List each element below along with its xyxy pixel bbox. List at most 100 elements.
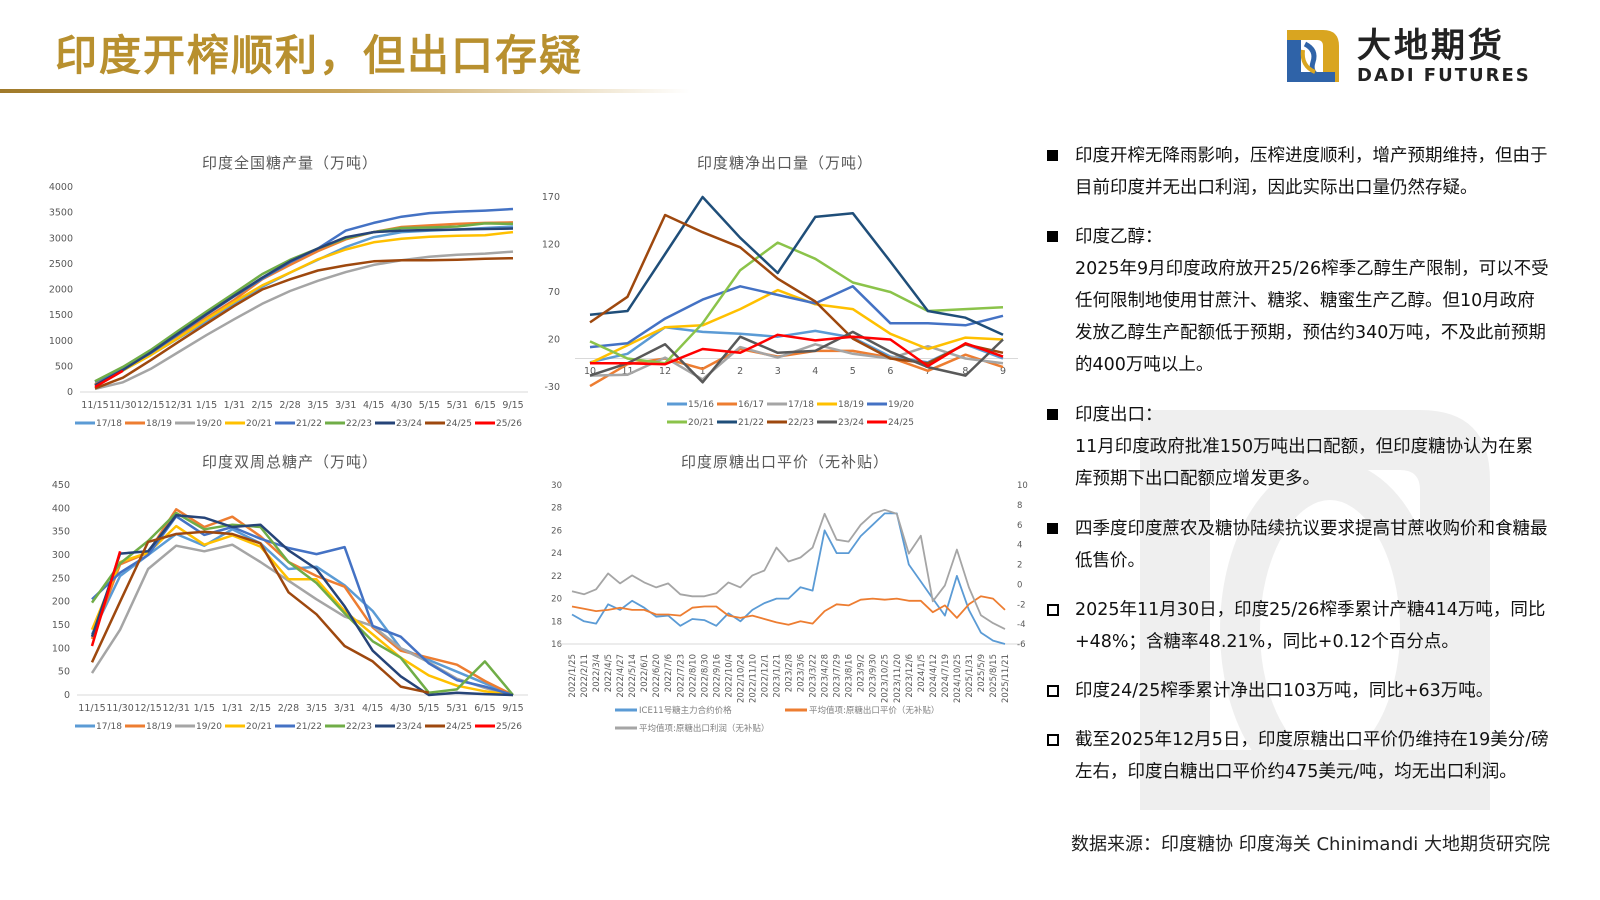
legend-label: 23/24: [838, 418, 864, 428]
x-tick-label: 11/15: [78, 703, 105, 714]
series-line-17-18: [90, 528, 514, 697]
hollow-square-bullet-icon: [1047, 685, 1059, 697]
bullet-heading: 印度乙醇：: [1075, 227, 1163, 247]
x-tick-label: 3/15: [306, 703, 327, 714]
filled-square-bullet-icon: [1047, 523, 1058, 534]
x-tick-label: 1: [700, 366, 706, 377]
x-tick-label: 3/15: [307, 400, 328, 411]
x-tick-label: 11/30: [106, 703, 133, 714]
x-tick-label: 4/30: [390, 703, 411, 714]
x-tick-label: 3/31: [335, 400, 356, 411]
watermark-logo-icon: [1140, 410, 1490, 810]
x-tick-label: 2: [737, 366, 743, 377]
series-line-23-24: [94, 227, 514, 387]
y2-tick-label: -2: [1017, 600, 1025, 610]
legend-label: 20/21: [246, 722, 272, 732]
series-line-18-19: [94, 221, 514, 386]
hollow-square-bullet-icon: [1047, 604, 1059, 616]
x-tick-label: 2024/4/12: [929, 654, 939, 698]
series-line-22-23: [90, 511, 514, 696]
x-tick-label: 2023/9/30: [869, 654, 879, 698]
x-tick-label: 2022/7/6: [664, 654, 674, 692]
data-source-note: 数据来源：印度糖协 印度海关 Chinimandi 大地期货研究院: [1071, 834, 1550, 855]
y-tick-label: 450: [52, 480, 70, 491]
y-tick-label: 28: [551, 504, 562, 514]
y-tick-label: 120: [542, 240, 560, 251]
legend-label: 23/24: [396, 722, 422, 732]
bullet-text: 2025年9月印度政府放开25/26榨季乙醇生产限制，可以不受任何限制地使用甘蔗…: [1075, 259, 1549, 375]
legend-label: 21/22: [296, 722, 322, 732]
x-tick-label: 6/15: [474, 703, 495, 714]
legend-label: 20/21: [688, 418, 714, 428]
x-tick-label: 10: [584, 366, 596, 377]
series-line-21-22: [91, 515, 514, 697]
x-tick-label: 12: [659, 366, 671, 377]
x-tick-label: 2023/12/6: [905, 654, 915, 698]
x-tick-label: 12/31: [163, 703, 190, 714]
legend-label: 17/18: [96, 722, 122, 732]
x-tick-label: 2024/10/25: [953, 654, 963, 703]
x-tick-label: 2022/6/1: [640, 654, 650, 692]
chart-cumulative-production: 印度全国糖产量（万吨） 0 500 1000 1500 2000 2500 3000 3500 4…: [49, 154, 528, 429]
bullet-item: 印度出口： 11月印度政府批准150万吨出口配额，但印度糖协认为在累库预期下出口…: [1040, 399, 1550, 495]
series-line-19-20: [589, 285, 1004, 349]
logo-english-name: DADI FUTURES: [1357, 65, 1531, 86]
hollow-square-bullet-icon: [1047, 734, 1059, 746]
x-tick-label: 8: [962, 366, 968, 377]
y-tick-label: 20: [551, 595, 562, 605]
legend-label: 平均值项:原糖出口平价（无补贴）: [809, 705, 939, 716]
x-tick-label: 2022/2/11: [580, 654, 590, 698]
legend-label: 23/24: [396, 419, 422, 429]
bullet-text: 截至2025年12月5日，印度原糖出口平价仍维持在19美分/磅左右，印度白糖出口…: [1075, 730, 1549, 782]
legend-label: 18/19: [838, 400, 864, 410]
legend-label: 平均值项:原糖出口利润（无补贴）: [639, 723, 769, 734]
y-tick-label: 350: [52, 527, 70, 538]
legend-label: 24/25: [446, 722, 472, 732]
x-tick-label: 6: [887, 366, 893, 377]
y-tick-label: 16: [551, 640, 562, 650]
series-line-25-26: [90, 550, 122, 647]
x-tick-label: 5: [850, 366, 856, 377]
y-tick-label: -30: [544, 382, 560, 393]
y2-tick-label: 4: [1017, 541, 1022, 551]
y2-tick-label: 0: [1017, 580, 1022, 590]
x-tick-label: 2022/3/4: [592, 654, 602, 692]
y-tick-label: 2000: [49, 285, 73, 296]
bullet-item: 印度24/25榨季累计净出口103万吨，同比+63万吨。: [1040, 675, 1550, 707]
series-line-19-20: [94, 250, 514, 391]
series-line-22-23: [589, 213, 1004, 365]
x-tick-label: 3/31: [334, 703, 355, 714]
bullet-item: 四季度印度蔗农及糖协陆续抗议要求提高甘蔗收购价和食糖最低售价。: [1040, 513, 1550, 577]
x-tick-label: 2022/11/10: [748, 654, 758, 703]
legend-label: 24/25: [888, 418, 914, 428]
y-tick-label: 3500: [49, 208, 73, 219]
chart-title: 印度原糖出口平价（无补贴）: [681, 453, 889, 471]
x-tick-label: 5/31: [446, 703, 467, 714]
y-tick-label: 22: [551, 572, 562, 582]
y2-tick-label: 2: [1017, 561, 1022, 571]
bullet-heading: 印度出口：: [1075, 405, 1163, 425]
x-tick-label: 2025/11/21: [1001, 654, 1011, 703]
x-tick-label: 1/15: [194, 703, 215, 714]
x-tick-label: 2024/1/5: [917, 654, 927, 692]
y-tick-label: 1500: [49, 310, 73, 321]
legend-label: 15/16: [688, 400, 714, 410]
legend-label: 25/26: [496, 722, 522, 732]
x-tick-label: 2022/4/27: [616, 654, 626, 698]
chart-title: 印度糖净出口量（万吨）: [697, 154, 873, 172]
y-tick-label: 2500: [49, 259, 73, 270]
company-logo: 大地期货 DADI FUTURES: [1283, 26, 1553, 90]
filled-square-bullet-icon: [1047, 409, 1058, 420]
y-tick-label: 50: [58, 667, 70, 678]
x-tick-label: 2022/8/30: [700, 654, 710, 698]
x-tick-label: 2022/6/20: [652, 654, 662, 698]
y-tick-label: 150: [52, 620, 70, 631]
x-tick-label: 2025/8/15: [989, 654, 999, 698]
series-line-20-21: [94, 230, 514, 387]
x-tick-label: 4/15: [363, 400, 384, 411]
y2-tick-label: 8: [1017, 501, 1022, 511]
series-line-24-25: [90, 530, 430, 694]
x-tick-label: 2024/7/19: [941, 654, 951, 698]
x-tick-label: 9: [1000, 366, 1006, 377]
